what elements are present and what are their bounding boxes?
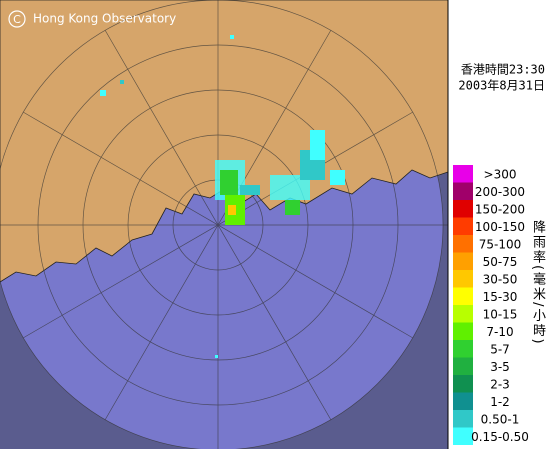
- legend-swatch: [453, 165, 473, 183]
- legend-swatch: [453, 305, 473, 323]
- legend-label: 10-15: [483, 307, 518, 321]
- legend-swatch: [453, 235, 473, 253]
- legend-title: 降雨率(毫米/小時): [530, 220, 545, 346]
- rain-echoes: [100, 35, 345, 358]
- legend-swatch: [453, 217, 473, 235]
- legend-label: 1-2: [490, 395, 510, 409]
- legend-label: 7-10: [486, 325, 513, 339]
- legend-label: 3-5: [490, 360, 510, 374]
- legend-swatch: [453, 427, 473, 445]
- legend-swatch: [453, 375, 473, 393]
- legend-label: 30-50: [483, 272, 518, 286]
- legend-label: 50-75: [483, 255, 518, 269]
- legend-label: 200-300: [475, 185, 525, 199]
- legend-swatch: [453, 392, 473, 410]
- legend-label: 2-3: [490, 377, 510, 391]
- legend-label: 0.15-0.50: [471, 430, 529, 444]
- legend-label: 15-30: [483, 290, 518, 304]
- legend-label: 0.50-1: [481, 412, 520, 426]
- legend-swatch: [453, 322, 473, 340]
- agency: Hong Kong Observatory: [33, 12, 176, 26]
- legend-swatch: [453, 340, 473, 358]
- legend-swatch: [453, 270, 473, 288]
- legend-swatch: [453, 287, 473, 305]
- legend-label: 150-200: [475, 202, 525, 216]
- legend-label: 100-150: [475, 220, 525, 234]
- legend-label: >300: [484, 167, 517, 181]
- legend-label: 5-7: [490, 342, 510, 356]
- legend-swatch: [453, 252, 473, 270]
- copyright-mark: C: [13, 13, 21, 26]
- legend-swatch: [453, 200, 473, 218]
- copyright-circle: [8, 10, 26, 28]
- legend-swatch: [453, 182, 473, 200]
- legend-label: 75-100: [479, 237, 522, 251]
- legend-swatch: [453, 410, 473, 428]
- legend-swatch: [453, 357, 473, 375]
- date: 2003年8月31日: [458, 79, 545, 93]
- time: 香港時間23:30: [461, 63, 545, 77]
